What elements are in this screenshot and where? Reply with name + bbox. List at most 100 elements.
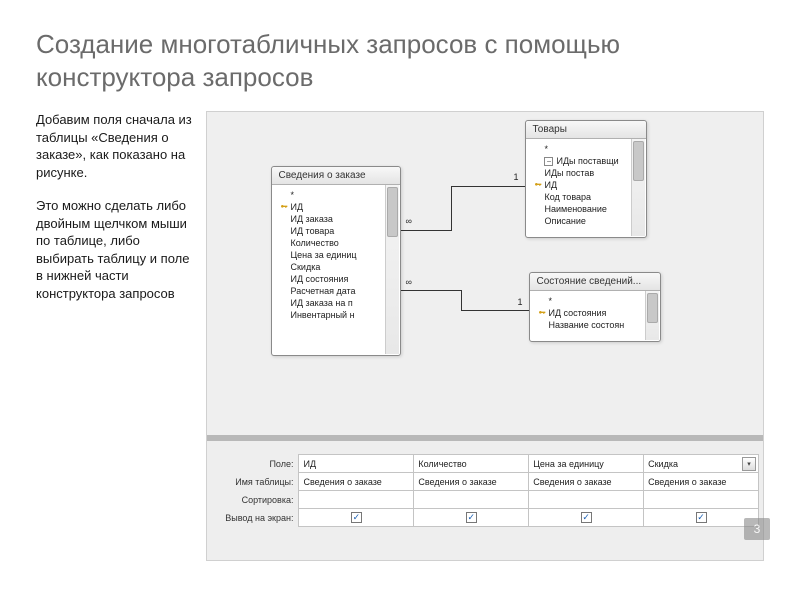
field-item[interactable]: ИД: [528, 179, 644, 191]
relation-1-left-cardinality: ∞: [405, 216, 411, 226]
scrollbar[interactable]: [645, 291, 659, 340]
field-name: ИД: [544, 180, 557, 190]
field-name: ИДы поставщи: [556, 156, 618, 166]
table-products-title[interactable]: Товары: [526, 121, 646, 139]
relation-2-left-cardinality: ∞: [405, 277, 411, 287]
grid-cell[interactable]: [528, 508, 644, 527]
grid-row: ИДКоличествоЦена за единицуСкидка▾: [299, 455, 759, 473]
key-icon: [278, 203, 290, 211]
field-item[interactable]: ИД заказа: [274, 213, 398, 225]
field-name: Цена за единиц: [290, 250, 356, 260]
query-grid: Поле: Имя таблицы: Сортировка: Вывод на …: [207, 435, 763, 560]
table-order-details-title[interactable]: Сведения о заказе: [272, 167, 400, 185]
grid-row: [299, 509, 759, 527]
field-item[interactable]: Инвентарный н: [274, 309, 398, 321]
grid-cell[interactable]: Сведения о заказе: [298, 472, 414, 491]
field-name: Расчетная дата: [290, 286, 355, 296]
show-checkbox[interactable]: [581, 512, 592, 523]
relations-canvas[interactable]: ∞ 1 ∞ 1 Сведения о заказе *ИДИД заказаИД…: [207, 112, 763, 422]
field-item[interactable]: ИД заказа на п: [274, 297, 398, 309]
scroll-thumb[interactable]: [633, 141, 644, 181]
grid-cell[interactable]: Сведения о заказе: [413, 472, 529, 491]
field-item[interactable]: Количество: [274, 237, 398, 249]
field-name: Инвентарный н: [290, 310, 354, 320]
field-item[interactable]: ИДы постав: [528, 167, 644, 179]
table-products[interactable]: Товары *−ИДы поставщиИДы поставИДКод тов…: [525, 120, 647, 238]
field-name: ИД заказа на п: [290, 298, 352, 308]
field-name: Количество: [290, 238, 338, 248]
field-item[interactable]: Название состоян: [532, 319, 658, 331]
collapse-icon[interactable]: −: [544, 157, 553, 166]
field-item[interactable]: ИД товара: [274, 225, 398, 237]
field-name: ИД товара: [290, 226, 334, 236]
field-name: *: [290, 190, 294, 200]
table-order-details[interactable]: Сведения о заказе *ИДИД заказа ИД товара К…: [271, 166, 401, 356]
content-row: Добавим поля сначала из таблицы «Сведени…: [36, 111, 764, 561]
grid-cell[interactable]: Цена за единицу: [528, 454, 644, 473]
grid-row-labels: Поле: Имя таблицы: Сортировка: Вывод на …: [207, 455, 297, 527]
field-name: *: [548, 296, 552, 306]
grid-cell[interactable]: [528, 490, 644, 509]
scrollbar[interactable]: [385, 185, 399, 354]
grid-cell[interactable]: Количество: [413, 454, 529, 473]
field-item[interactable]: *: [274, 189, 398, 201]
grid-cell[interactable]: [643, 490, 759, 509]
table-status-fields: * ИД состояния Название состоян: [530, 291, 660, 335]
grid-row: Сведения о заказеСведения о заказеСведен…: [299, 473, 759, 491]
table-order-details-fields: *ИДИД заказа ИД товара Количество Цена за е…: [272, 185, 400, 325]
field-name: Скидка: [290, 262, 320, 272]
dropdown-icon[interactable]: ▾: [742, 457, 756, 471]
field-name: Описание: [544, 216, 585, 226]
field-name: ИД состояния: [290, 274, 348, 284]
field-name: Название состоян: [548, 320, 624, 330]
page-title: Создание многотабличных запросов с помощ…: [36, 28, 764, 93]
show-checkbox[interactable]: [351, 512, 362, 523]
relation-2-right-cardinality: 1: [517, 297, 522, 307]
grid-cell[interactable]: [413, 490, 529, 509]
field-item[interactable]: Описание: [528, 215, 644, 227]
query-designer: ∞ 1 ∞ 1 Сведения о заказе *ИДИД заказаИД…: [206, 111, 764, 561]
scroll-thumb[interactable]: [647, 293, 658, 323]
table-status-title[interactable]: Состояние сведений...: [530, 273, 660, 291]
field-item[interactable]: ИД состояния: [532, 307, 658, 319]
grid-label-show: Вывод на экран:: [207, 509, 297, 527]
page-number-badge: 3: [744, 518, 770, 540]
field-name: ИДы постав: [544, 168, 594, 178]
grid-cell[interactable]: [298, 490, 414, 509]
key-icon: [532, 181, 544, 189]
grid-cell[interactable]: [413, 508, 529, 527]
field-name: ИД заказа: [290, 214, 332, 224]
scroll-thumb[interactable]: [387, 187, 398, 237]
field-item[interactable]: Цена за единиц: [274, 249, 398, 261]
field-item[interactable]: Расчетная дата: [274, 285, 398, 297]
grid-cell[interactable]: Скидка▾: [643, 454, 759, 473]
field-item[interactable]: Наименование: [528, 203, 644, 215]
instruction-text: Добавим поля сначала из таблицы «Сведени…: [36, 111, 192, 561]
grid-label-table: Имя таблицы:: [207, 473, 297, 491]
relation-1-right-cardinality: 1: [513, 172, 518, 182]
field-name: Код товара: [544, 192, 591, 202]
grid-cell[interactable]: Сведения о заказе: [643, 472, 759, 491]
field-item[interactable]: ИД: [274, 201, 398, 213]
show-checkbox[interactable]: [466, 512, 477, 523]
grid-cell[interactable]: ИД: [298, 454, 414, 473]
field-item[interactable]: −ИДы поставщи: [528, 155, 644, 167]
field-item[interactable]: Код товара: [528, 191, 644, 203]
field-item[interactable]: *: [528, 143, 644, 155]
table-status[interactable]: Состояние сведений... * ИД состояния Назва…: [529, 272, 661, 342]
field-name: Наименование: [544, 204, 606, 214]
paragraph-1: Добавим поля сначала из таблицы «Сведени…: [36, 111, 192, 181]
field-item[interactable]: Скидка: [274, 261, 398, 273]
grid-label-field: Поле:: [207, 455, 297, 473]
field-name: ИД состояния: [548, 308, 606, 318]
scrollbar[interactable]: [631, 139, 645, 236]
field-item[interactable]: ИД состояния: [274, 273, 398, 285]
grid-cell[interactable]: [298, 508, 414, 527]
grid-cell[interactable]: [643, 508, 759, 527]
grid-cell[interactable]: Сведения о заказе: [528, 472, 644, 491]
grid-label-sort: Сортировка:: [207, 491, 297, 509]
show-checkbox[interactable]: [696, 512, 707, 523]
field-item[interactable]: *: [532, 295, 658, 307]
paragraph-2: Это можно сделать либо двойным щелчком м…: [36, 197, 192, 302]
grid-columns: ИДКоличествоЦена за единицуСкидка▾Сведен…: [299, 455, 759, 527]
